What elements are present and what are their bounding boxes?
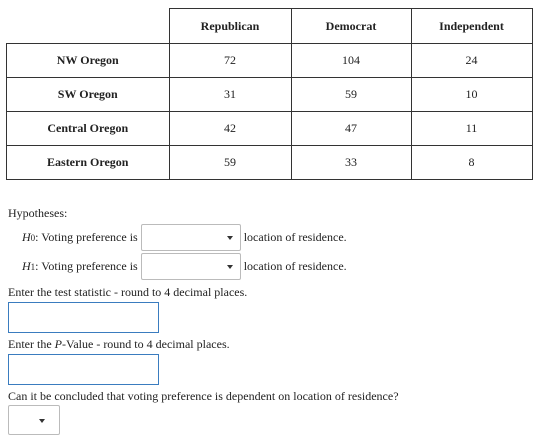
table-corner	[7, 9, 170, 44]
table-row: NW Oregon 72 104 24	[6, 43, 533, 78]
p-value-prompt-start: Enter the	[8, 337, 55, 351]
h1-relationship-select[interactable]	[140, 253, 241, 280]
column-header-democrat: Democrat	[290, 8, 412, 44]
chevron-down-icon	[226, 236, 233, 240]
p-value-input[interactable]	[8, 354, 159, 385]
p-value-prompt-end: -Value - round to 4 decimal places.	[62, 337, 230, 351]
h1-text-after: location of residence.	[243, 259, 347, 273]
h0-text-before: : Voting preference is	[35, 230, 138, 244]
column-header-republican: Republican	[168, 8, 292, 44]
chevron-down-icon	[226, 265, 233, 269]
h1-subscript: 1	[30, 261, 36, 272]
h0-symbol: H	[22, 230, 31, 244]
table-row: SW Oregon 31 59 10	[6, 77, 533, 112]
table-cell: 59	[290, 77, 412, 112]
table-cell: 33	[290, 145, 412, 180]
row-header: Eastern Oregon	[6, 145, 170, 180]
chevron-down-icon	[39, 419, 45, 423]
table-row: Eastern Oregon 59 33 8	[6, 145, 533, 180]
h0-relationship-select[interactable]	[140, 224, 241, 251]
table-row: Central Oregon 42 47 11	[6, 111, 533, 146]
p-value-prompt: Enter the P-Value - round to 4 decimal p…	[8, 337, 230, 352]
h1-text-before: : Voting preference is	[35, 259, 138, 273]
h1-symbol: H	[22, 259, 31, 273]
test-statistic-prompt: Enter the test statistic - round to 4 de…	[8, 285, 248, 299]
h0-text-after: location of residence.	[243, 230, 347, 244]
h0-subscript: 0	[30, 232, 36, 243]
table-header-row: Republican Democrat Independent	[7, 8, 533, 44]
table-cell: 31	[168, 77, 292, 112]
table-cell: 72	[168, 43, 292, 78]
table-cell: 10	[410, 77, 533, 112]
table-cell: 8	[410, 145, 533, 180]
test-statistic-input[interactable]	[8, 302, 159, 333]
row-header: NW Oregon	[6, 43, 170, 78]
hypotheses-label: Hypotheses:	[8, 206, 68, 220]
row-header: SW Oregon	[6, 77, 170, 112]
contingency-table: Republican Democrat Independent NW Orego…	[6, 8, 533, 180]
table-cell: 59	[168, 145, 292, 180]
table-cell: 24	[410, 43, 533, 78]
table-cell: 47	[290, 111, 412, 146]
conclusion-select[interactable]	[8, 405, 60, 435]
row-header: Central Oregon	[6, 111, 170, 146]
table-cell: 11	[410, 111, 533, 146]
table-cell: 42	[168, 111, 292, 146]
table-cell: 104	[290, 43, 412, 78]
conclusion-question: Can it be concluded that voting preferen…	[8, 389, 399, 403]
p-value-prompt-italic: P	[54, 337, 62, 351]
column-header-independent: Independent	[410, 8, 533, 44]
